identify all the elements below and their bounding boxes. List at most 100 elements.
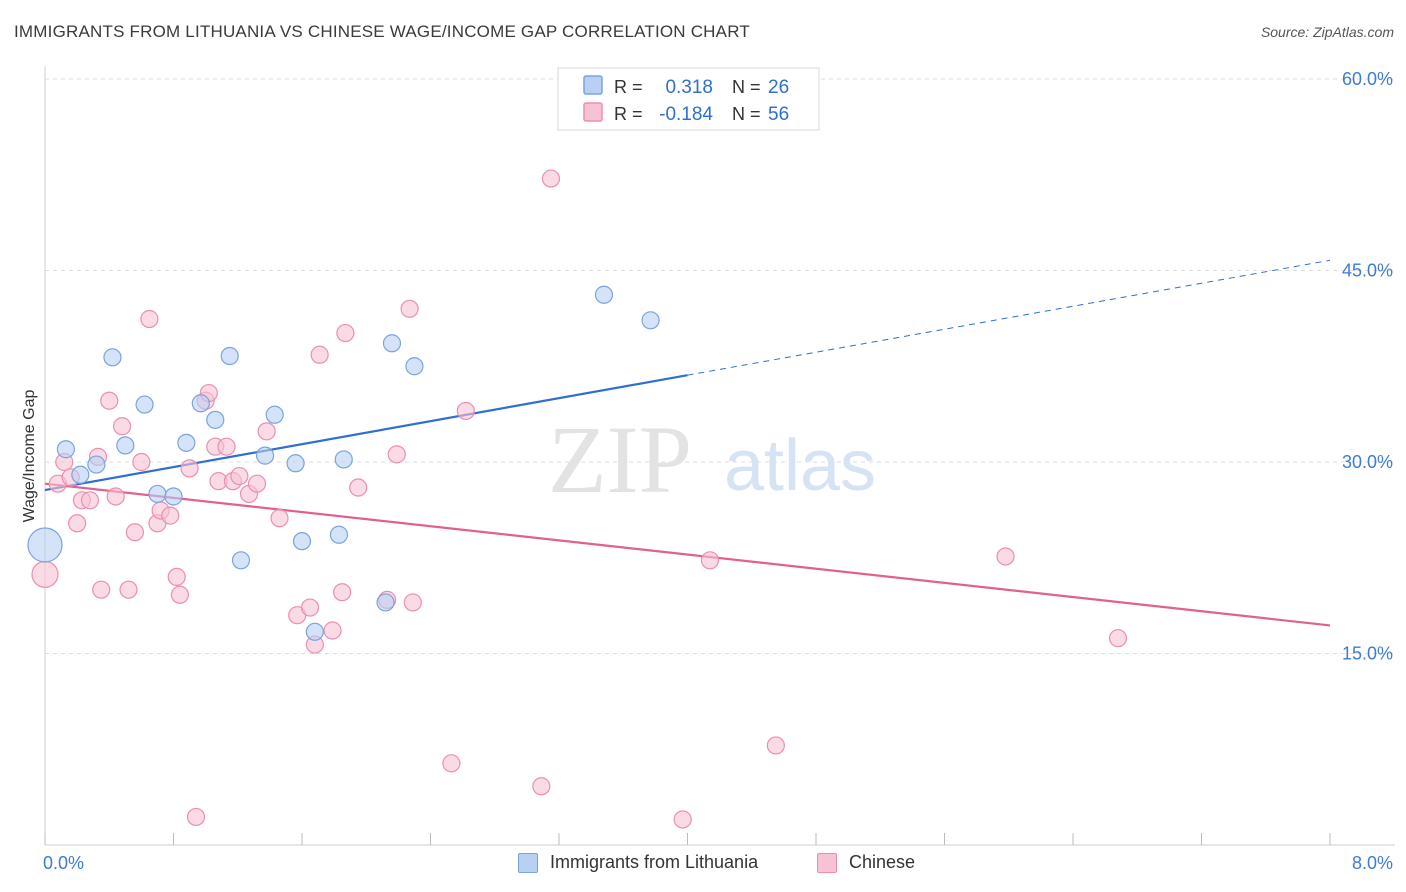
pink-data-point (996, 547, 1015, 566)
data-points (27, 169, 1128, 829)
y-tick-label: 30.0% (1342, 452, 1393, 472)
blue-data-point (87, 455, 106, 474)
pink-data-point (31, 560, 59, 588)
blue-data-point (329, 525, 349, 544)
pink-data-point (442, 754, 461, 773)
pink-data-point (700, 551, 720, 570)
pink-trend-line (44, 482, 1331, 627)
axes (44, 66, 1395, 846)
legend-n-value-2: 56 (768, 104, 789, 125)
blue-data-point (191, 394, 210, 413)
y-axis-label: Wage/Income Gap (21, 390, 38, 523)
blue-data-point (231, 551, 251, 570)
blue-data-point (286, 454, 305, 473)
pink-data-point (100, 391, 119, 410)
blue-data-point (177, 433, 196, 452)
blue-data-point (594, 285, 614, 304)
pink-data-point (1108, 629, 1128, 648)
grid-lines (45, 78, 1395, 654)
pink-data-point (333, 583, 352, 602)
pink-data-point (186, 807, 206, 827)
blue-data-point (641, 311, 660, 330)
pink-data-point (106, 487, 125, 506)
blue-data-point (334, 450, 353, 469)
pink-data-point (167, 567, 186, 587)
legend-n-label-2: N = (732, 104, 761, 124)
watermark-zip: ZIP (548, 406, 692, 513)
blue-data-point (116, 436, 135, 455)
pink-data-point (217, 437, 236, 456)
blue-data-point (135, 395, 154, 414)
blue-trend-line (44, 374, 688, 492)
legend-label-chinese: Chinese (849, 852, 916, 872)
pink-data-point (403, 593, 422, 612)
x-tick-label: 0.0% (43, 853, 84, 873)
legend-swatch-pink (583, 102, 603, 122)
legend-top: R = 0.318 N = 26 R = -0.184 N = 56 (557, 67, 820, 131)
blue-data-point (305, 622, 324, 641)
blue-data-point (220, 346, 239, 366)
y-tick-label: 45.0% (1342, 261, 1393, 281)
pink-data-point (323, 621, 342, 640)
blue-data-point (292, 532, 312, 551)
chart-title: IMMIGRANTS FROM LITHUANIA VS CHINESE WAG… (14, 22, 750, 41)
legend-item-lithuania: Immigrants from Lithuania (518, 852, 758, 873)
pink-data-point (112, 417, 132, 436)
pink-data-point (161, 506, 180, 525)
pink-data-point (300, 598, 320, 617)
legend-item-chinese: Chinese (817, 852, 915, 873)
legend-n-value-1: 26 (768, 77, 789, 98)
pink-data-point (270, 509, 289, 528)
source-label: Source: ZipAtlas.com (1260, 24, 1394, 40)
legend-r-label-2: R = (614, 104, 643, 124)
trend-lines (44, 259, 1331, 627)
legend-r-value-2: -0.184 (659, 104, 713, 125)
y-tick-label: 15.0% (1342, 644, 1393, 664)
pink-data-point (119, 580, 138, 599)
blue-data-point (164, 487, 183, 506)
legend-swatch-blue (583, 75, 603, 95)
blue-data-point (206, 410, 225, 429)
pink-data-point (230, 466, 249, 486)
pink-data-point (68, 514, 87, 533)
blue-data-point (376, 593, 395, 612)
pink-data-point (541, 169, 561, 188)
legend-swatch-chinese (817, 852, 837, 873)
legend-n-label-1: N = (732, 77, 761, 97)
legend-bottom: Immigrants from Lithuania Chinese (0, 852, 1406, 878)
pink-data-point (766, 736, 785, 755)
pink-data-point (92, 580, 111, 599)
pink-data-point (349, 478, 368, 497)
pink-data-point (456, 401, 475, 421)
pink-data-point (257, 422, 276, 441)
blue-data-point (382, 334, 402, 353)
blue-data-point (71, 465, 90, 484)
blue-data-point (148, 484, 167, 504)
pink-data-point (310, 345, 329, 364)
pink-data-point (132, 452, 151, 472)
legend-swatch-lithuania (518, 852, 538, 873)
blue-data-point (27, 527, 63, 563)
watermark-atlas: atlas (724, 426, 876, 506)
pink-data-point (140, 309, 159, 329)
tick-labels: 15.0% 30.0% 45.0% 60.0% 0.0% 8.0% (43, 69, 1393, 873)
blue-data-point (405, 357, 424, 376)
x-tick-label: 8.0% (1352, 853, 1393, 873)
pink-data-point (247, 474, 267, 493)
pink-data-point (336, 323, 355, 343)
y-tick-label: 60.0% (1342, 69, 1393, 89)
pink-data-point (400, 299, 419, 318)
legend-r-value-1: 0.318 (665, 77, 713, 98)
blue-data-point (255, 446, 275, 465)
pink-data-point (80, 491, 100, 510)
legend-r-label-1: R = (614, 77, 643, 97)
legend-label-lithuania: Immigrants from Lithuania (550, 852, 759, 872)
pink-data-point (170, 585, 190, 604)
pink-data-point (387, 445, 406, 464)
pink-data-point (673, 810, 692, 829)
blue-trend-extension (687, 259, 1331, 376)
pink-data-point (125, 523, 145, 542)
blue-data-point (265, 405, 284, 424)
blue-data-point (103, 348, 122, 367)
